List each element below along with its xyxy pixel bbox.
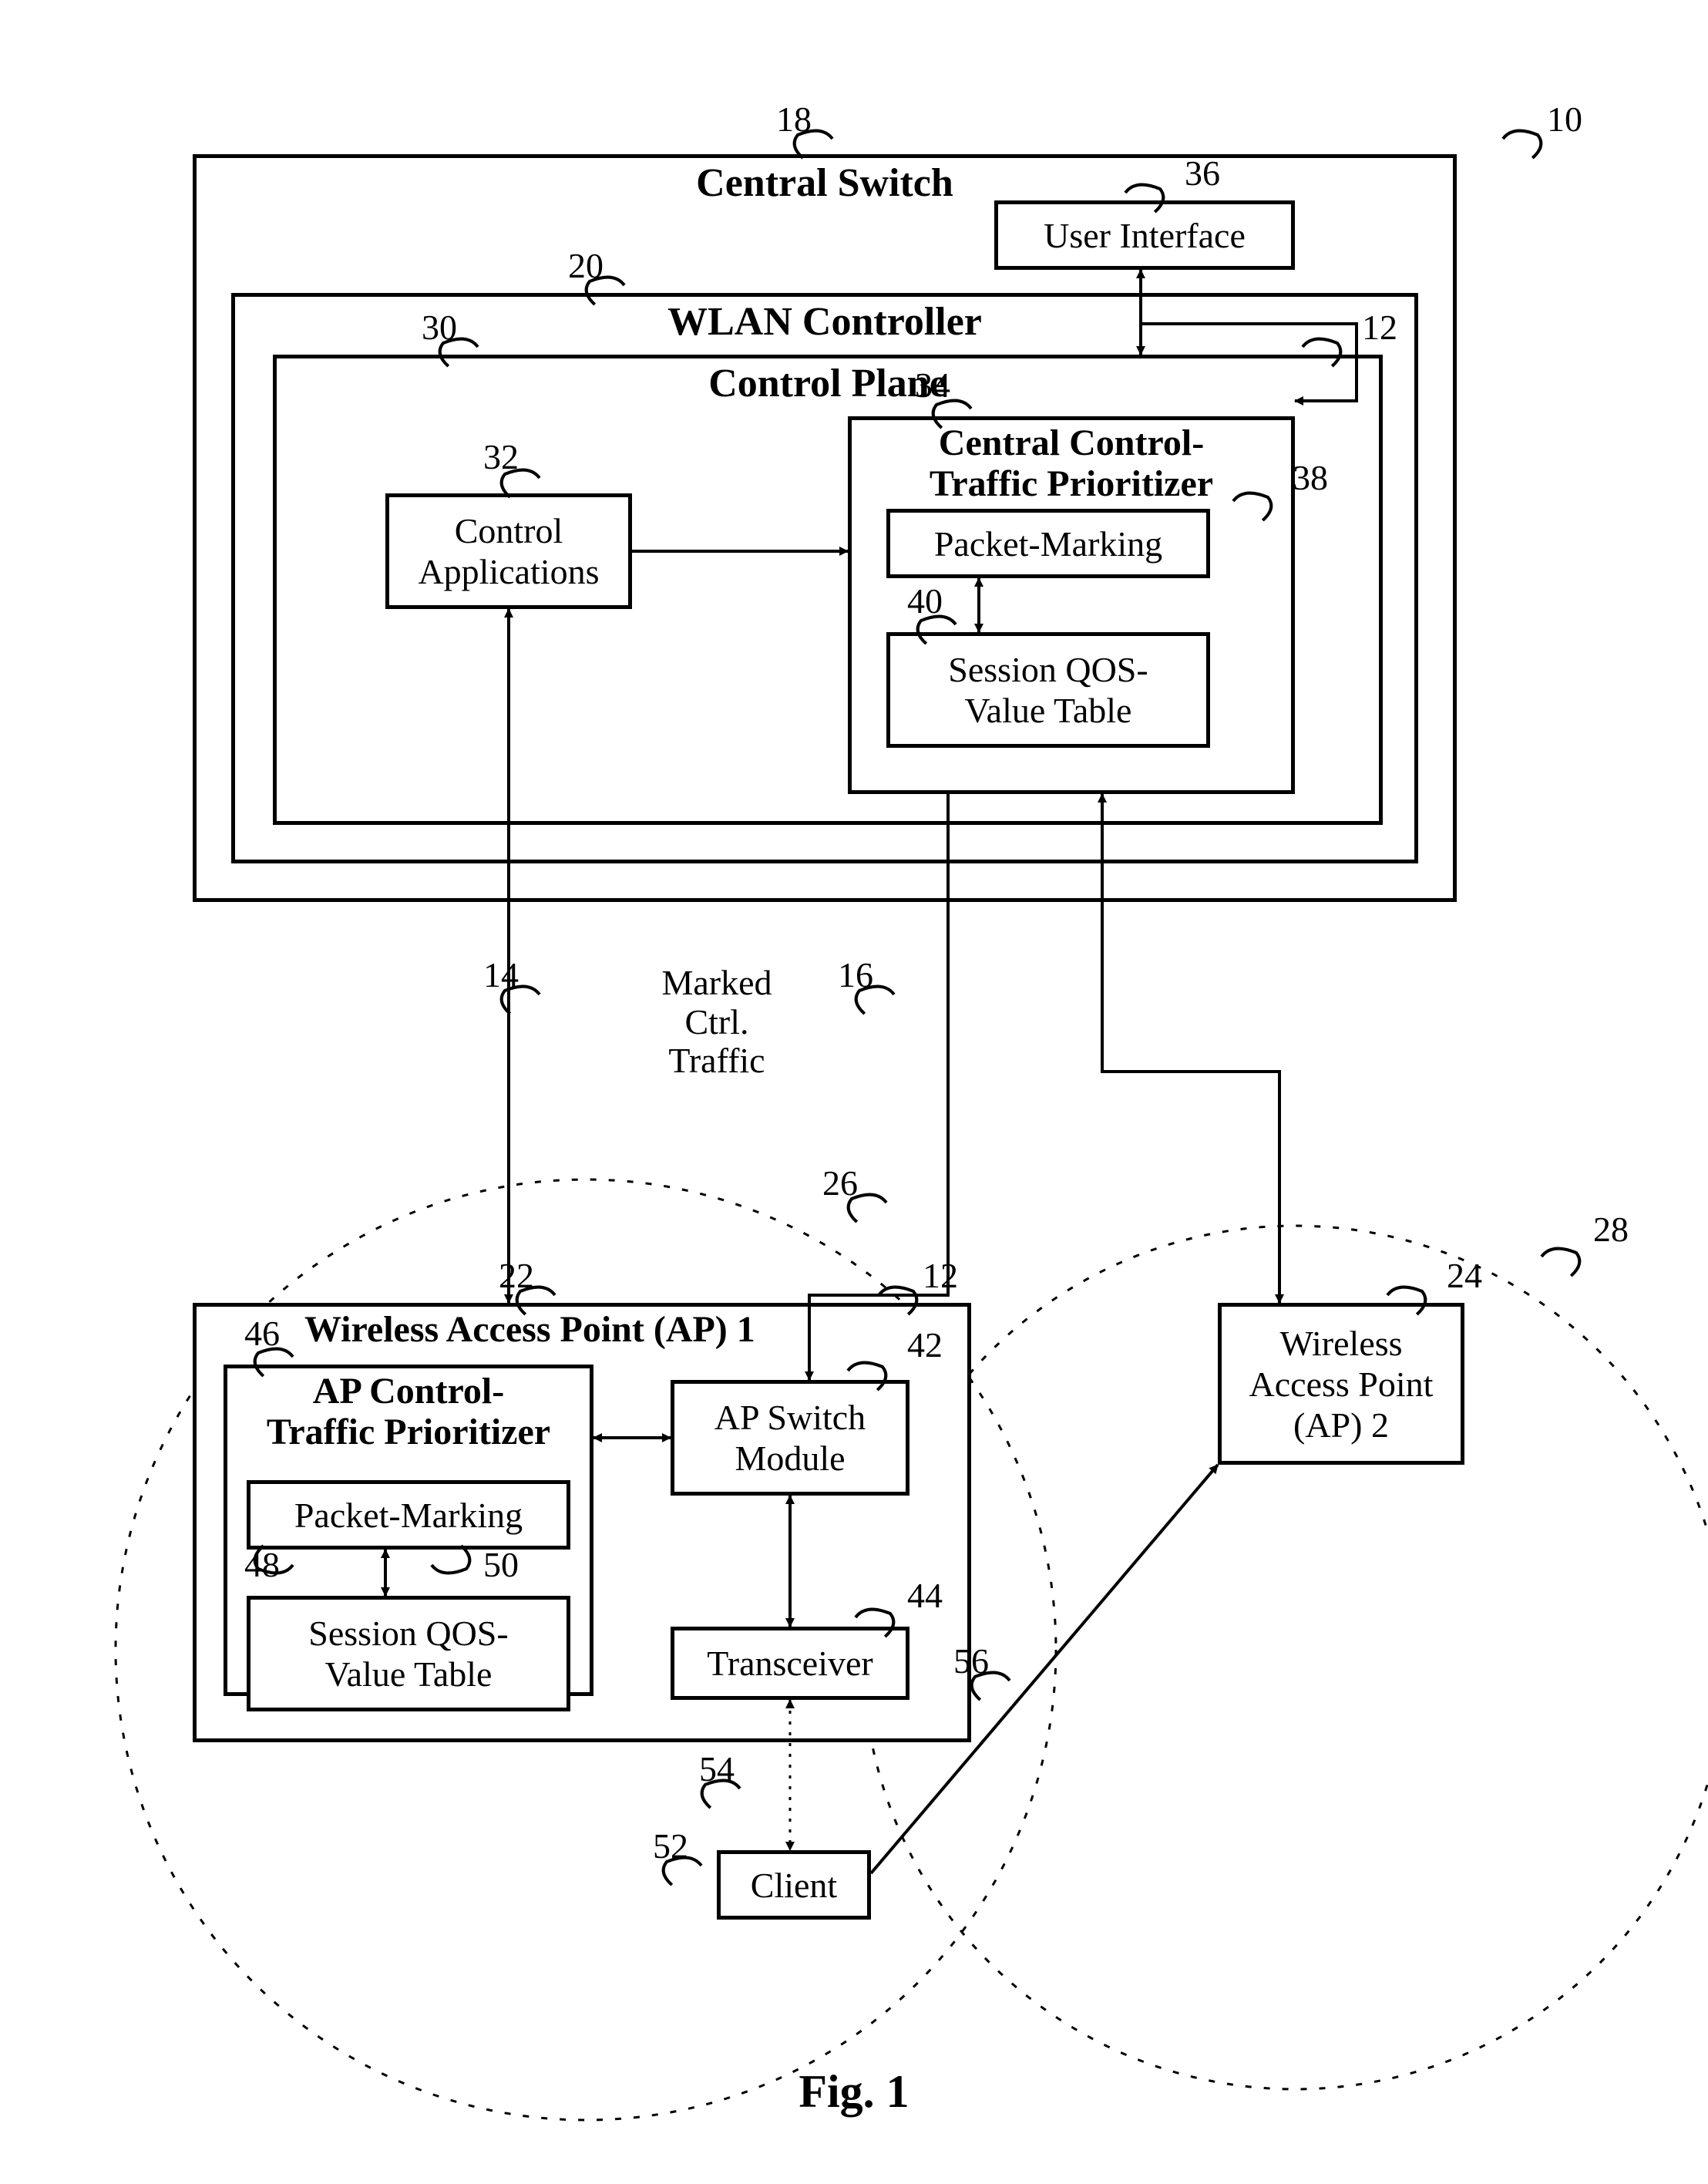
ref-42: 42	[879, 1326, 971, 1365]
figure-caption: Fig. 1	[0, 2066, 1708, 2117]
ref-20: 20	[540, 247, 632, 286]
ref-52: 52	[624, 1827, 717, 1866]
ref-26: 26	[794, 1164, 886, 1203]
ref-48: 48	[216, 1546, 308, 1585]
ref-32: 32	[455, 438, 547, 477]
ref-44: 44	[879, 1577, 971, 1616]
ref-50: 50	[455, 1546, 547, 1585]
ref-40: 40	[879, 582, 971, 621]
ref-54: 54	[671, 1750, 763, 1789]
ref-14: 14	[455, 956, 547, 995]
ref-28: 28	[1565, 1210, 1657, 1250]
arrows-layer	[0, 0, 1708, 2184]
ref-24: 24	[1418, 1257, 1511, 1296]
ref-46: 46	[216, 1314, 308, 1354]
ref-38: 38	[1264, 459, 1357, 498]
ref-16: 16	[809, 956, 902, 995]
ref-34: 34	[886, 366, 979, 406]
ref-12: 12	[1333, 308, 1426, 348]
ref-18: 18	[748, 100, 840, 140]
ref-30: 30	[393, 308, 486, 348]
ref-12: 12	[894, 1257, 987, 1296]
ref-22: 22	[470, 1257, 563, 1296]
ref-56: 56	[925, 1642, 1017, 1681]
ref-36: 36	[1156, 154, 1249, 193]
ref-10: 10	[1518, 100, 1611, 140]
